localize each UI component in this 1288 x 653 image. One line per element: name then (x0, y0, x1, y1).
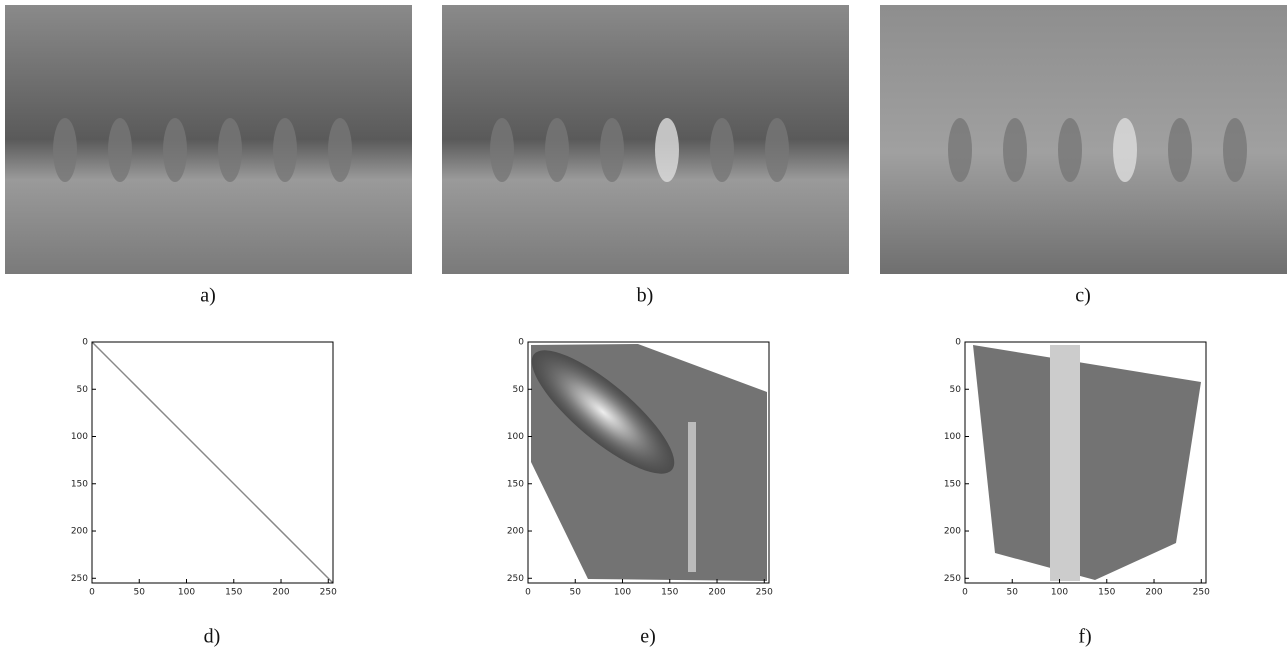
photo-figure (273, 118, 297, 182)
photo-figure (328, 118, 352, 182)
y-tick-label: 0 (518, 338, 524, 348)
photo-figure (600, 118, 624, 182)
y-tick-label: 100 (71, 432, 88, 442)
photo-figure (545, 118, 569, 182)
y-tick-label: 100 (507, 432, 524, 442)
x-tick-label: 100 (1051, 588, 1068, 598)
photo-figure (710, 118, 734, 182)
photo-figure (1113, 118, 1137, 182)
x-tick-label: 0 (525, 588, 531, 598)
x-tick-label: 100 (614, 588, 631, 598)
x-tick-label: 0 (89, 588, 95, 598)
y-tick-label: 150 (71, 479, 88, 489)
x-tick-label: 250 (756, 588, 773, 598)
x-tick-label: 50 (1007, 588, 1019, 598)
y-tick-label: 50 (77, 385, 89, 395)
photo-figure (1223, 118, 1247, 182)
y-tick-label: 150 (944, 479, 961, 489)
panel-label: e) (640, 626, 656, 648)
plot-frame (964, 341, 1207, 584)
y-tick-label: 250 (507, 574, 524, 584)
panel-label: b) (637, 285, 654, 307)
diagonal (91, 341, 334, 584)
x-tick-label: 150 (1098, 588, 1115, 598)
x-tick-label: 150 (661, 588, 678, 598)
plot-frame (527, 341, 770, 584)
x-tick-label: 150 (225, 588, 242, 598)
photo-figure (218, 118, 242, 182)
y-tick-label: 0 (82, 338, 88, 348)
photo-figure (163, 118, 187, 182)
x-tick-label: 200 (708, 588, 725, 598)
streak (1050, 345, 1080, 581)
cloud-core (531, 350, 675, 474)
y-tick-label: 100 (944, 432, 961, 442)
photo-figure (490, 118, 514, 182)
x-tick-label: 250 (1193, 588, 1210, 598)
y-tick-label: 200 (944, 527, 961, 537)
panel-label: f) (1078, 626, 1091, 648)
y-tick-label: 250 (944, 574, 961, 584)
x-tick-label: 50 (570, 588, 582, 598)
panel-label: a) (200, 285, 216, 307)
y-tick-label: 50 (950, 385, 962, 395)
y-tick-label: 200 (71, 527, 88, 537)
photo-figure (1168, 118, 1192, 182)
photo-figure (108, 118, 132, 182)
photo-figure (1003, 118, 1027, 182)
photo-figure (1058, 118, 1082, 182)
plot-frame (91, 341, 334, 584)
x-tick-label: 200 (272, 588, 289, 598)
panel-label: d) (204, 626, 221, 648)
photo-figure (53, 118, 77, 182)
photo (880, 5, 1287, 274)
photo-figure (765, 118, 789, 182)
y-tick-label: 250 (71, 574, 88, 584)
panel-label: c) (1075, 285, 1091, 307)
photo-figure (655, 118, 679, 182)
x-tick-label: 0 (962, 588, 968, 598)
streak (688, 422, 696, 572)
y-tick-label: 150 (507, 479, 524, 489)
x-tick-label: 250 (320, 588, 337, 598)
x-tick-label: 50 (134, 588, 146, 598)
x-tick-label: 200 (1145, 588, 1162, 598)
x-tick-label: 100 (178, 588, 195, 598)
y-tick-label: 200 (507, 527, 524, 537)
y-tick-label: 50 (513, 385, 525, 395)
y-tick-label: 0 (955, 338, 961, 348)
photo-figure (948, 118, 972, 182)
cloud (973, 345, 1201, 580)
